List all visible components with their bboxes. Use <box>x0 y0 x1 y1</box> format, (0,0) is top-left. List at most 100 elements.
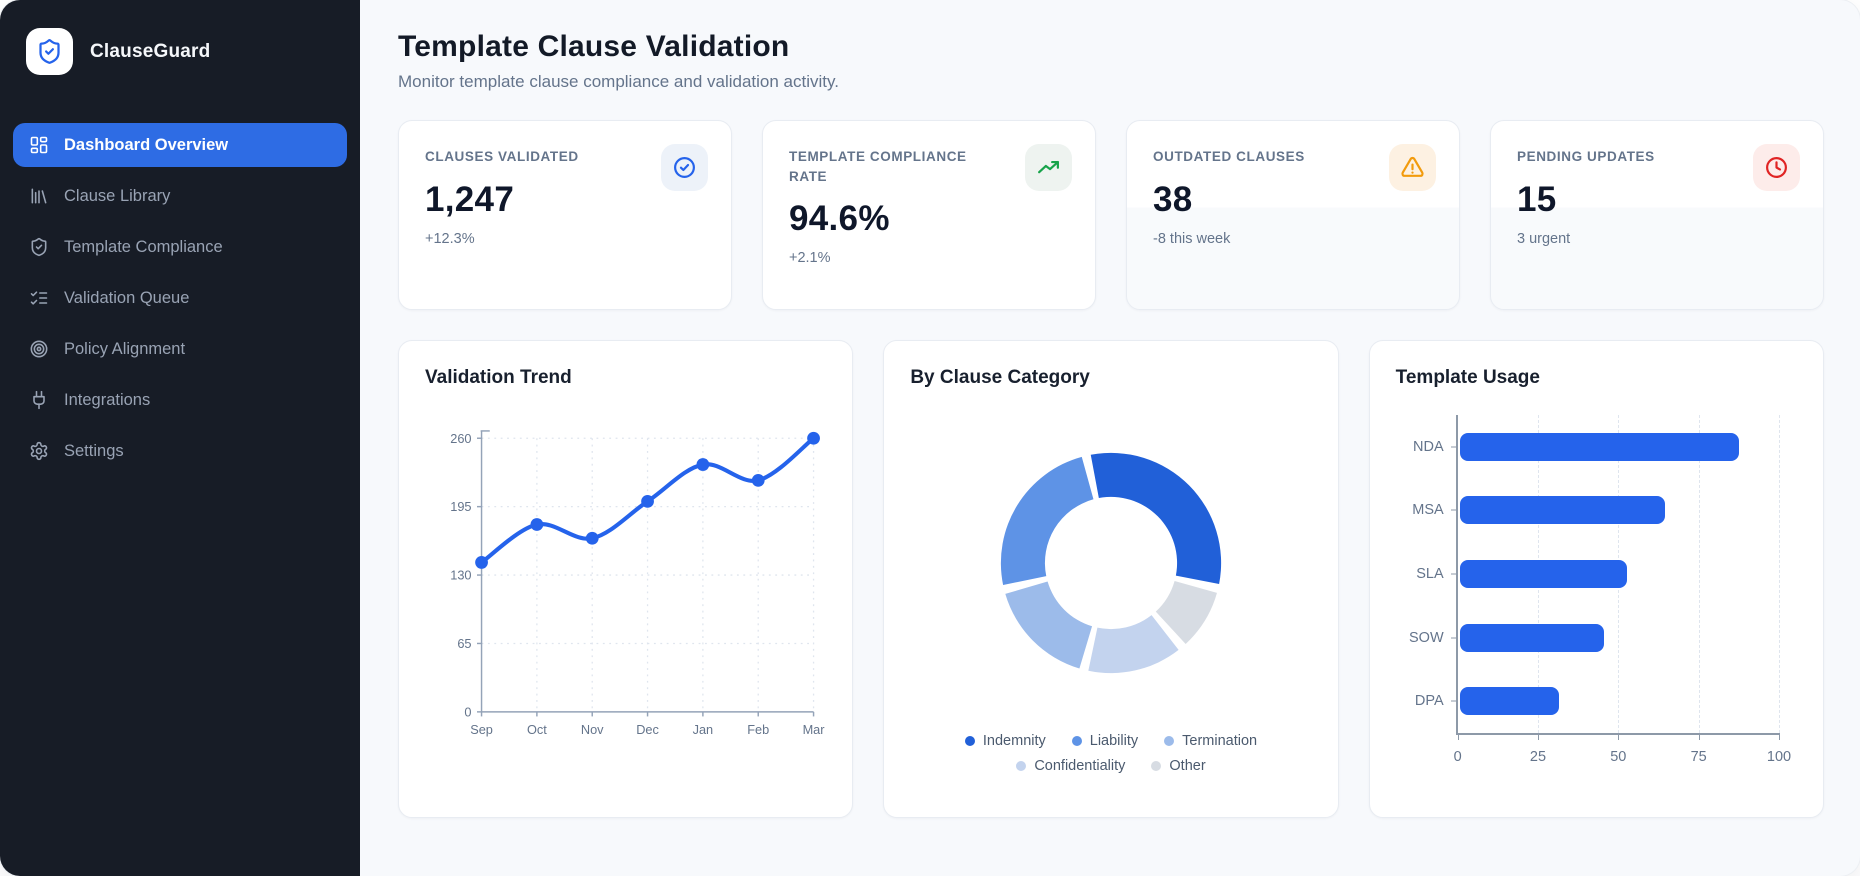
sidebar-item-template-compliance[interactable]: Template Compliance <box>13 225 347 269</box>
template-usage-card: Template Usage 0 25 50 75 100 NDA MSA SLA SOW DPA <box>1368 340 1824 818</box>
gridline <box>1698 415 1700 733</box>
y-tick-label: 0 <box>464 704 471 719</box>
sidebar-item-label: Clause Library <box>64 186 171 205</box>
page-subtitle: Monitor template clause compliance and v… <box>398 72 839 91</box>
donut-segment-termination <box>1005 581 1093 669</box>
stat-delta: -8 this week <box>1153 230 1231 247</box>
stat-value: 1,247 <box>425 179 515 219</box>
app-name: ClauseGuard <box>90 40 211 62</box>
stat-icon-chip <box>1753 144 1800 191</box>
sidebar-item-label: Template Compliance <box>64 237 223 256</box>
y-tick-label: 130 <box>450 568 471 583</box>
x-tick-label: Nov <box>581 722 604 737</box>
legend-item-confidentiality: Confidentiality <box>1016 758 1125 774</box>
donut-segment-other <box>1155 580 1217 644</box>
y-category-label: SLA <box>1416 566 1444 582</box>
main-content: Template Clause Validation Monitor templ… <box>360 0 1860 876</box>
donut-segment-indemnity <box>1090 452 1222 584</box>
chart-title: Validation Trend <box>425 367 572 388</box>
x-tick-label: 50 <box>1610 749 1627 765</box>
stat-card-compliance-rate: TEMPLATE COMPLIANCE RATE 94.6% +2.1% <box>762 120 1096 310</box>
sidebar-item-policy-alignment[interactable]: Policy Alignment <box>13 327 347 371</box>
trending-up-icon <box>1038 160 1059 174</box>
bar-sow <box>1459 623 1605 652</box>
stat-icon-chip <box>1025 144 1072 191</box>
y-tick-label: 260 <box>450 431 471 446</box>
legend-item-other: Other <box>1151 758 1206 774</box>
shield-check-icon <box>31 237 47 257</box>
donut-segment-liability <box>1000 456 1094 585</box>
x-tick-mark <box>1537 733 1539 740</box>
y-tick-label: 195 <box>450 499 471 514</box>
legend-label: Liability <box>1089 733 1139 749</box>
bar-sla <box>1459 560 1627 588</box>
x-tick-label: 100 <box>1766 749 1792 765</box>
y-category-label: SOW <box>1409 629 1444 646</box>
y-tick-label: 65 <box>457 636 471 651</box>
x-tick-label: 25 <box>1529 749 1547 765</box>
sidebar-item-label: Dashboard Overview <box>64 135 229 154</box>
library-icon <box>31 188 47 204</box>
page-title: Template Clause Validation <box>398 30 790 63</box>
sidebar-item-label: Policy Alignment <box>64 339 186 358</box>
legend-label: Termination <box>1182 733 1258 749</box>
legend-row: Indemnity Liability Termination <box>964 733 1257 749</box>
bar-plot-area: 0 25 50 75 100 NDA MSA SLA SOW DPA <box>1409 415 1791 765</box>
sidebar-item-validation-queue[interactable]: Validation Queue <box>13 276 347 320</box>
data-point <box>641 494 654 508</box>
legend-dot <box>1071 736 1082 746</box>
y-category-label: DPA <box>1414 693 1444 710</box>
sidebar-item-dashboard-overview[interactable]: Dashboard Overview <box>13 123 347 167</box>
chart-title: Template Usage <box>1395 367 1540 388</box>
stat-value: 94.6% <box>789 199 890 239</box>
sidebar-item-label: Integrations <box>64 390 151 409</box>
y-category-label: MSA <box>1412 502 1444 519</box>
bar-nda <box>1459 432 1740 461</box>
data-point <box>475 556 488 569</box>
data-point <box>751 473 765 487</box>
data-point <box>696 458 710 471</box>
clock-icon <box>1766 157 1787 178</box>
shield-check-logo-icon <box>39 39 60 64</box>
template-usage-bar-chart: 0 25 50 75 100 NDA MSA SLA SOW DPA <box>1396 407 1797 779</box>
stat-delta: 3 urgent <box>1517 230 1571 247</box>
donut-segment-confidentiality <box>1088 615 1179 674</box>
legend-item-indemnity: Indemnity <box>964 733 1046 749</box>
legend-label: Other <box>1169 758 1206 774</box>
bar-dpa <box>1459 687 1560 716</box>
legend-label: Confidentiality <box>1034 758 1126 774</box>
sidebar-item-clause-library[interactable]: Clause Library <box>13 174 347 218</box>
stat-label: PENDING UPDATES <box>1517 149 1655 164</box>
y-tick-mark <box>1450 509 1458 511</box>
x-tick-mark <box>1698 733 1700 740</box>
x-tick-label: Feb <box>747 722 769 737</box>
legend-dot <box>1016 761 1027 771</box>
app-logo <box>26 28 73 75</box>
stat-value: 38 <box>1153 179 1193 219</box>
legend-label: Indemnity <box>982 733 1046 749</box>
y-tick-mark <box>1450 700 1458 702</box>
sidebar: ClauseGuard Dashboard Overview Clause Li… <box>0 0 360 876</box>
plug-icon <box>33 390 45 410</box>
y-category-label: NDA <box>1413 438 1444 455</box>
legend-dot <box>1164 736 1175 746</box>
charts-row: Validation Trend 0 65 130 195 260 Sep Oct Nov De… <box>398 340 1824 818</box>
donut-legend: Indemnity Liability Termination Confidentia… <box>910 733 1311 774</box>
sidebar-item-label: Settings <box>64 441 124 460</box>
x-tick-label: 75 <box>1690 749 1707 765</box>
stat-icon-chip <box>1389 144 1436 191</box>
sidebar-item-label: Validation Queue <box>64 288 190 307</box>
stat-card-outdated-clauses: OUTDATED CLAUSES 38 -8 this week <box>1126 120 1460 310</box>
stat-card-clauses-validated: CLAUSES VALIDATED 1,247 +12.3% <box>398 120 732 310</box>
sidebar-item-integrations[interactable]: Integrations <box>13 378 347 422</box>
data-point <box>807 431 820 445</box>
sidebar-item-settings[interactable]: Settings <box>13 429 347 473</box>
stat-delta: +2.1% <box>789 250 831 267</box>
dashboard-grid-icon <box>30 136 48 154</box>
legend-item-termination: Termination <box>1164 733 1257 749</box>
stat-label: TEMPLATE COMPLIANCE RATE <box>789 149 967 184</box>
validation-trend-line-chart: 0 65 130 195 260 Sep Oct Nov Dec Jan Feb Mar <box>450 430 826 737</box>
stats-row: CLAUSES VALIDATED 1,247 +12.3% TEMPLATE … <box>398 120 1824 310</box>
x-tick-label: Mar <box>803 722 826 737</box>
